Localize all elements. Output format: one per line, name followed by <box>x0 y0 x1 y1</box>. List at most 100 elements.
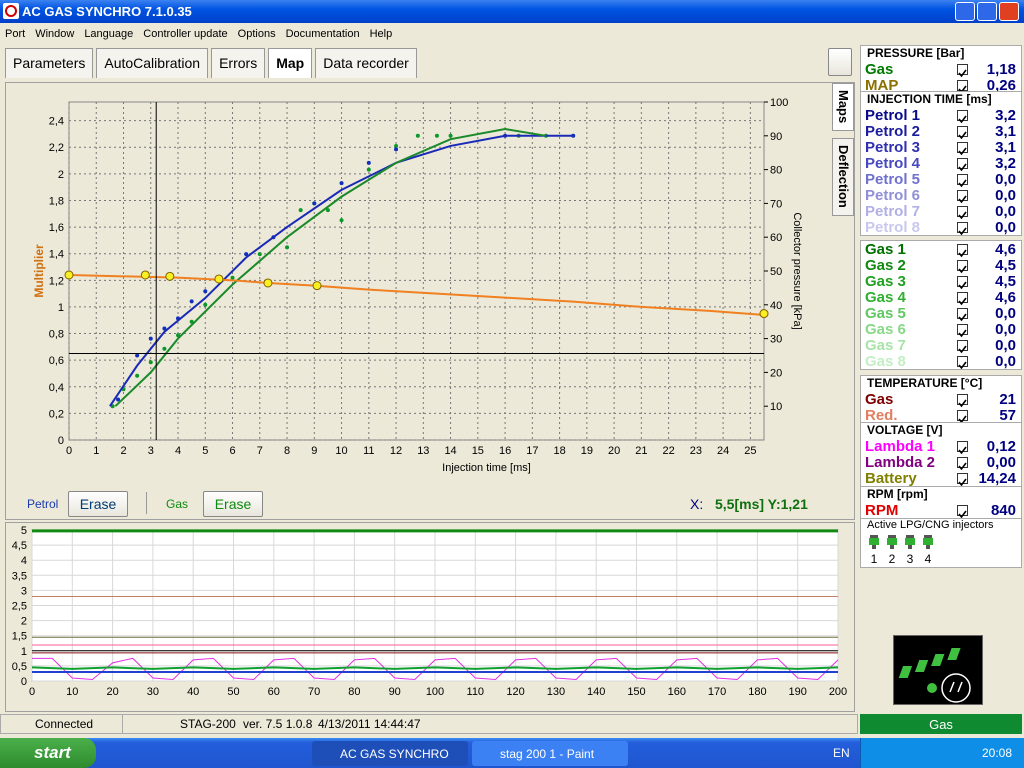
checkbox[interactable] <box>957 340 968 354</box>
checkbox[interactable] <box>957 222 968 236</box>
checkbox[interactable] <box>957 356 968 370</box>
check <box>958 211 967 220</box>
checkbox[interactable] <box>957 292 968 306</box>
minimize-button[interactable] <box>955 2 975 21</box>
side-tab[interactable]: Deflection <box>832 138 854 216</box>
panel-section: VOLTAGE [V] Lambda 1 0,12 Lambda 2 0,00 Batte… <box>860 422 1022 487</box>
checkbox[interactable] <box>957 410 968 424</box>
readout-row: Petrol 8 0,0 <box>861 219 1021 236</box>
section-title: VOLTAGE [V] <box>867 423 943 437</box>
injector: 4 <box>921 535 935 566</box>
row-value: 3,1 <box>995 123 1016 140</box>
close-button[interactable] <box>999 2 1019 21</box>
checkbox[interactable] <box>957 276 968 290</box>
gas-status: Gas <box>860 714 1022 734</box>
checkbox[interactable] <box>957 457 968 471</box>
side-tab[interactable]: Maps <box>832 83 854 131</box>
tab[interactable]: Map <box>268 48 313 78</box>
check <box>958 399 967 408</box>
readout-row: Petrol 3 3,1 <box>861 139 1021 156</box>
checkbox[interactable] <box>957 394 968 408</box>
checkbox[interactable] <box>957 80 968 94</box>
check <box>958 281 967 290</box>
row-label: Lambda 2 <box>865 454 936 471</box>
status-text: ver. 7.5 1.0.8 <box>243 717 313 731</box>
maximize-button[interactable] <box>977 2 997 21</box>
menu-item[interactable]: Controller update <box>143 28 228 40</box>
section-title: TEMPERATURE [°C] <box>867 376 983 390</box>
readout-row: RPM 840 <box>861 502 1021 519</box>
menu-item[interactable]: Port <box>5 28 26 40</box>
row-label: Gas 6 <box>865 321 906 338</box>
injector-label: 1 <box>870 552 878 566</box>
task-button[interactable]: AC GAS SYNCHRO <box>312 741 468 766</box>
start-button[interactable]: start <box>0 738 96 768</box>
checkbox[interactable] <box>957 158 968 172</box>
menu-item[interactable]: Window <box>35 28 75 40</box>
row-value: 4,5 <box>995 257 1016 274</box>
row-value: 0,0 <box>995 321 1016 338</box>
row-label: Battery <box>865 470 917 487</box>
row-label: Petrol 3 <box>865 139 921 156</box>
readout-row: Gas 3 4,5 <box>861 273 1021 290</box>
checkbox[interactable] <box>957 244 968 258</box>
row-value: 21 <box>999 391 1016 408</box>
clock: 20:08 <box>982 746 1013 760</box>
tab[interactable]: Errors <box>211 48 266 78</box>
checkbox[interactable] <box>957 110 968 124</box>
check <box>958 131 967 140</box>
tray <box>860 738 1024 768</box>
checkbox[interactable] <box>957 260 968 274</box>
row-label: Gas 3 <box>865 273 906 290</box>
status-sep <box>122 714 123 734</box>
menu-item[interactable]: Language <box>84 28 134 40</box>
readout-row: Lambda 2 0,00 <box>861 454 1021 471</box>
row-value: 4,6 <box>995 241 1016 258</box>
tool-button[interactable] <box>828 48 852 76</box>
task-button[interactable]: stag 200 1 - Paint <box>472 741 628 766</box>
check <box>958 115 967 124</box>
menu-item[interactable]: Documentation <box>285 28 360 40</box>
checkbox[interactable] <box>957 324 968 338</box>
recorder-panel <box>5 522 855 712</box>
row-label: RPM <box>865 502 899 519</box>
checkbox[interactable] <box>957 142 968 156</box>
readout-row: Petrol 4 3,2 <box>861 155 1021 172</box>
checkbox[interactable] <box>957 206 968 220</box>
readout-row: Gas 4 4,6 <box>861 289 1021 306</box>
injector: 2 <box>885 535 899 566</box>
erase-button[interactable]: Erase <box>203 491 263 517</box>
status-text: Connected <box>35 717 94 731</box>
erase-button[interactable]: Erase <box>68 491 128 517</box>
check <box>958 69 967 78</box>
checkbox[interactable] <box>957 126 968 140</box>
injector-icon <box>923 535 933 549</box>
row-value: 840 <box>990 502 1016 519</box>
checkbox[interactable] <box>957 190 968 204</box>
readout-row: Gas 2 4,5 <box>861 257 1021 274</box>
check <box>958 227 967 236</box>
checkbox[interactable] <box>957 473 968 487</box>
check <box>958 195 967 204</box>
injectors-section: Active LPG/CNG injectors 1 2 3 4 <box>860 518 1022 568</box>
checkbox[interactable] <box>957 441 968 455</box>
checkbox[interactable] <box>957 174 968 188</box>
injector-icon <box>905 535 915 549</box>
check <box>958 462 967 471</box>
readout-row: Battery 14,24 <box>861 470 1021 487</box>
row-value: 0,0 <box>995 187 1016 204</box>
tab-bar: Parameters AutoCalibration Errors Map Data r… <box>5 48 417 78</box>
row-value: 4,6 <box>995 289 1016 306</box>
tab[interactable]: AutoCalibration <box>96 48 209 78</box>
menu-item[interactable]: Options <box>237 28 276 40</box>
menu-item[interactable]: Help <box>369 28 393 40</box>
checkbox[interactable] <box>957 505 968 519</box>
checkbox[interactable] <box>957 308 968 322</box>
tab[interactable]: Parameters <box>5 48 94 78</box>
row-label: Gas 8 <box>865 353 906 370</box>
checkbox[interactable] <box>957 64 968 78</box>
row-label: Petrol 6 <box>865 187 921 204</box>
tab[interactable]: Data recorder <box>315 48 417 78</box>
check <box>958 345 967 354</box>
check <box>958 297 967 306</box>
